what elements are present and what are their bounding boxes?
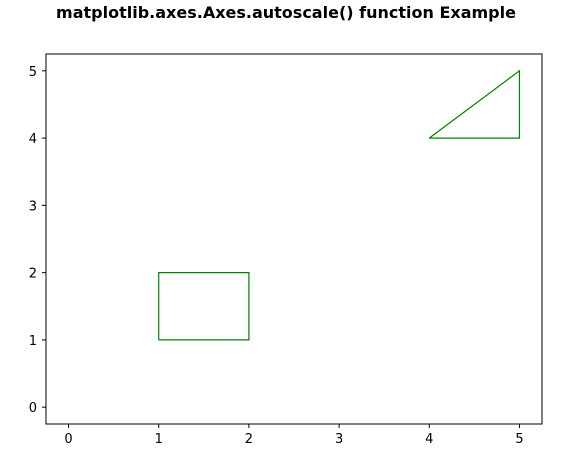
x-tick-label: 5 xyxy=(515,432,523,447)
x-axis: 0 1 2 3 4 5 xyxy=(64,424,524,447)
y-tick-label: 2 xyxy=(29,267,37,282)
x-tick-label: 3 xyxy=(335,432,343,447)
y-tick-label: 4 xyxy=(29,132,37,147)
y-axis: 0 1 2 3 4 5 xyxy=(29,65,46,416)
y-tick-label: 3 xyxy=(29,199,37,214)
chart-title: matplotlib.axes.Axes.autoscale() functio… xyxy=(56,3,516,22)
y-tick-label: 0 xyxy=(29,401,37,416)
series-triangle xyxy=(428,69,521,139)
x-tick-label: 2 xyxy=(245,432,253,447)
x-tick-label: 1 xyxy=(155,432,163,447)
plot-area-frame xyxy=(45,53,543,425)
y-tick-label: 1 xyxy=(29,334,37,349)
series-rectangle xyxy=(158,272,250,341)
series-layer xyxy=(158,69,521,341)
y-tick-label: 5 xyxy=(29,65,37,80)
x-tick-label: 4 xyxy=(425,432,433,447)
x-tick-label: 0 xyxy=(64,432,72,447)
